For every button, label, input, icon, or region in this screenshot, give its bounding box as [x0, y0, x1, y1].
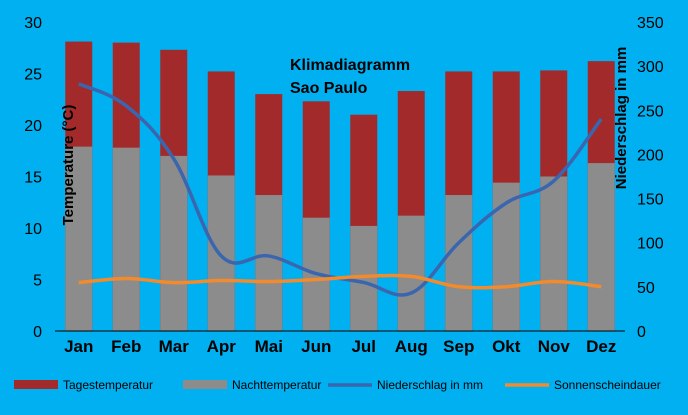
right-tick-label: 100 — [637, 236, 664, 253]
bar-nachttemperatur-apr — [207, 175, 235, 331]
category-labels: Jan Feb Mar Apr Mai Jun Jul Aug Sep Okt Nov Dez — [64, 337, 616, 356]
legend-swatch-tagestemperatur — [14, 380, 58, 389]
legend-label: Niederschlag in mm — [377, 378, 483, 392]
right-tick-label: 300 — [637, 59, 664, 76]
left-tick-labels: 0 5 10 15 20 25 30 — [24, 15, 42, 341]
left-tick-label: 25 — [24, 67, 42, 84]
chart-title-line-1: Klimadiagramm — [290, 57, 410, 74]
category-label-jun: Jun — [301, 337, 331, 356]
category-label-feb: Feb — [111, 337, 141, 356]
bar-nachttemperatur-nov — [540, 176, 568, 331]
bar-nachttemperatur-jan — [65, 146, 93, 331]
left-axis-title: Temperature (°C) — [60, 105, 77, 226]
bar-nachttemperatur-mai — [255, 195, 283, 331]
right-tick-label: 350 — [637, 15, 664, 32]
right-tick-label: 150 — [637, 192, 664, 209]
left-tick-label: 20 — [24, 118, 42, 135]
category-label-aug: Aug — [395, 337, 428, 356]
category-label-jul: Jul — [351, 337, 376, 356]
category-label-sep: Sep — [443, 337, 474, 356]
lines-layer — [78, 82, 603, 297]
bar-nachttemperatur-aug — [397, 215, 425, 331]
legend-label: Sonnenscheindauer — [554, 378, 661, 392]
line-sonnenscheindauer — [78, 273, 602, 290]
category-label-apr: Apr — [207, 337, 237, 356]
left-tick-label: 0 — [33, 324, 42, 341]
right-tick-labels: 0 50 100 150 200 250 300 350 — [637, 15, 664, 341]
category-label-nov: Nov — [538, 337, 571, 356]
bar-nachttemperatur-dez — [587, 163, 615, 331]
bar-nachttemperatur-sep — [445, 195, 473, 331]
legend: Tagestemperatur Nachttemperatur Niederschl… — [14, 378, 661, 392]
left-tick-label: 5 — [33, 273, 42, 290]
bar-nachttemperatur-feb — [112, 147, 140, 331]
category-label-dez: Dez — [586, 337, 616, 356]
left-tick-label: 10 — [24, 221, 42, 238]
legend-swatch-nachttemperatur — [183, 380, 227, 389]
category-label-mai: Mai — [255, 337, 283, 356]
line-niederschlag — [78, 82, 603, 297]
right-tick-label: 50 — [637, 280, 655, 297]
category-label-mar: Mar — [159, 337, 190, 356]
chart-title-line-2: Sao Paulo — [290, 80, 368, 97]
category-label-okt: Okt — [492, 337, 521, 356]
right-tick-label: 250 — [637, 103, 664, 120]
bar-nachttemperatur-mar — [160, 155, 188, 331]
left-tick-label: 30 — [24, 15, 42, 32]
category-label-jan: Jan — [64, 337, 93, 356]
left-tick-label: 15 — [24, 170, 42, 187]
legend-label: Nachttemperatur — [232, 378, 321, 392]
legend-label: Tagestemperatur — [63, 378, 153, 392]
right-axis-title: Niederschlag in mm — [613, 47, 630, 190]
right-tick-label: 200 — [637, 147, 664, 164]
right-tick-label: 0 — [637, 324, 646, 341]
